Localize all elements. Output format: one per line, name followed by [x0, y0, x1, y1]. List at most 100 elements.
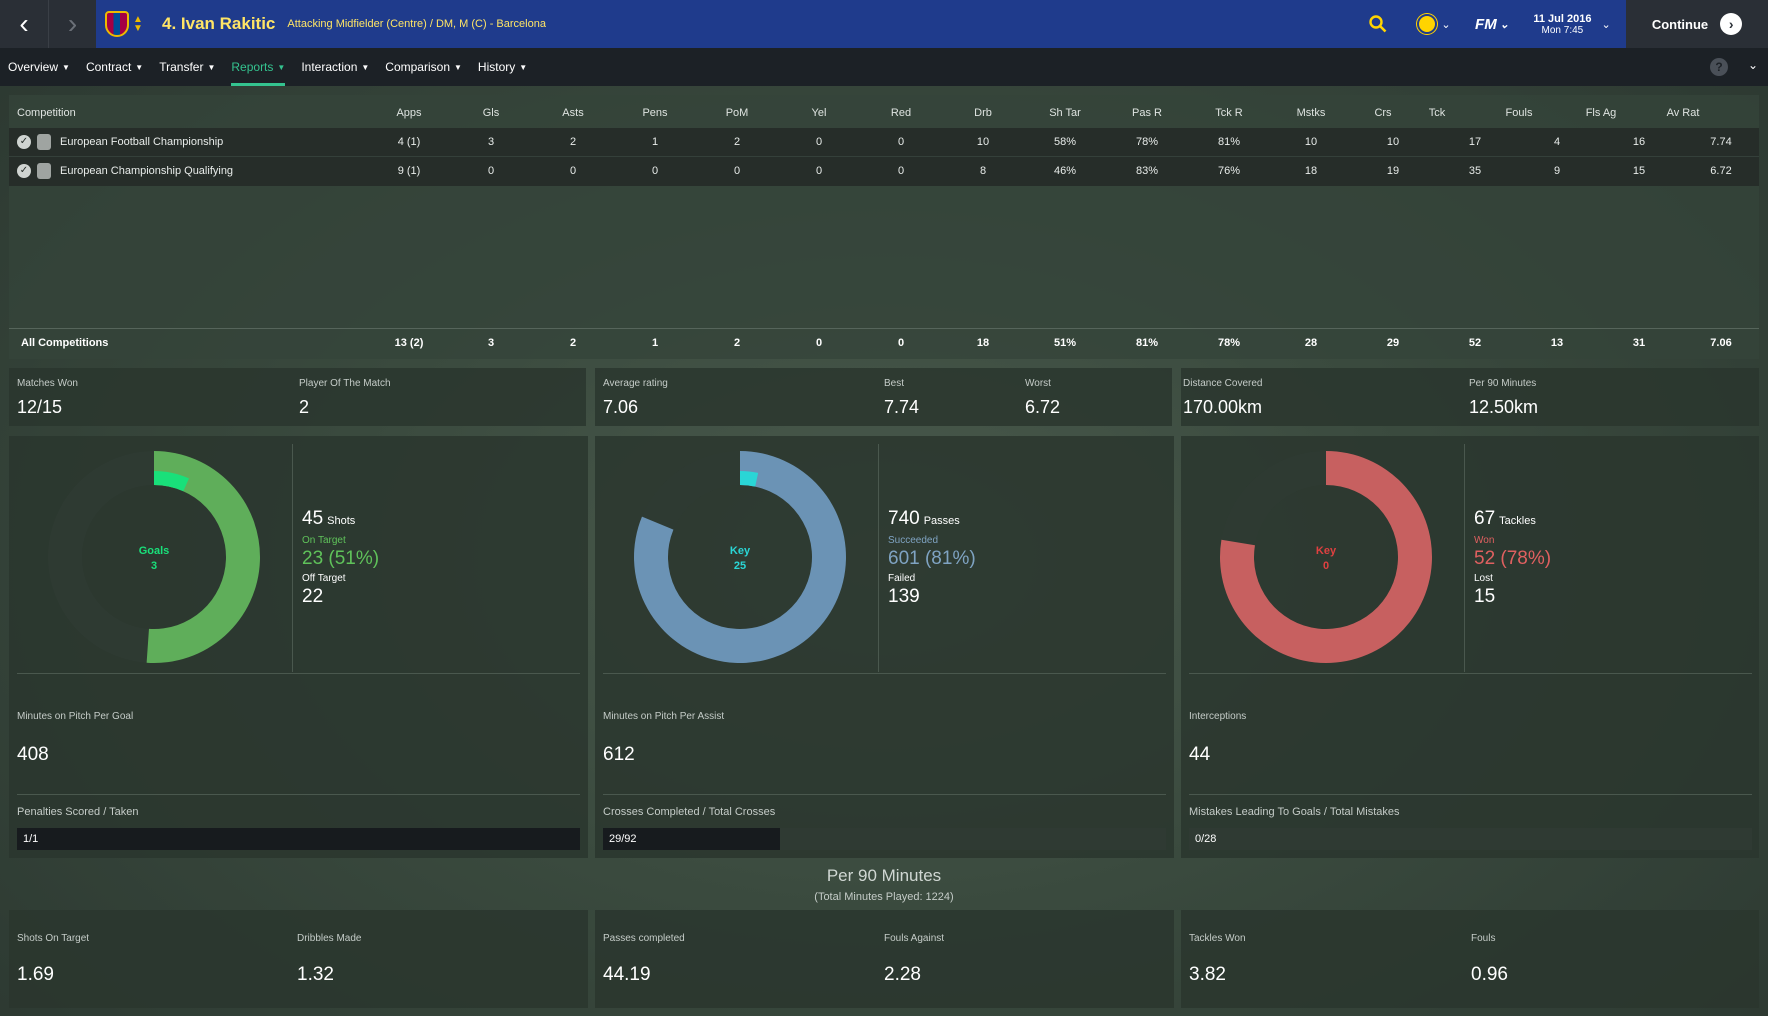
column-header[interactable]: Asts — [562, 107, 584, 119]
column-header[interactable]: Pens — [642, 107, 668, 119]
per90-title: Per 90 Minutes — [826, 866, 942, 885]
per90-passing-card: Passes completed 44.19 Fouls Against 2.2… — [595, 910, 1174, 1008]
table-cell: 7.74 — [1710, 136, 1732, 148]
minutes-per-goal-label: Minutes on Pitch Per Goal — [17, 711, 134, 722]
column-header[interactable]: Sh Tar — [1049, 107, 1081, 119]
table-cell: 29 — [1386, 337, 1400, 349]
table-cell: 0 — [815, 136, 823, 148]
panel-divider — [1189, 794, 1752, 795]
lost-label: Lost — [1474, 573, 1493, 584]
column-header[interactable]: PoM — [725, 107, 749, 119]
column-header[interactable]: Tck R — [1215, 107, 1243, 119]
top-bar: ‹ › ▲ ▼ 4. Ivan Rakitic Attacking Midfiel… — [0, 0, 1768, 48]
table-cell: 1 — [651, 136, 659, 148]
table-cell: 3 — [487, 136, 495, 148]
table-cell: 3 — [487, 337, 495, 349]
column-header[interactable]: Apps — [396, 107, 422, 119]
per90-defending-card: Tackles Won 3.82 Fouls 0.96 — [1181, 910, 1759, 1008]
table-cell: 4 (1) — [397, 136, 421, 148]
pom-label: Player Of The Match — [299, 378, 391, 389]
column-header[interactable]: Av Rat — [1666, 107, 1700, 119]
column-header[interactable]: Competition — [17, 107, 76, 119]
table-row[interactable]: ✓ European Football Championship 4 (1) 3… — [9, 128, 1759, 157]
table-cell: 10 — [976, 136, 990, 148]
shots-on-target-value: 1.69 — [17, 964, 54, 985]
football-icon — [1417, 14, 1438, 34]
chevron-down-icon: ▼ — [454, 62, 462, 72]
column-header[interactable]: Mstks — [1296, 107, 1326, 119]
table-divider — [9, 328, 1759, 329]
donut-slice-on-target — [146, 451, 260, 663]
tab-history[interactable]: History ▼ — [470, 48, 535, 86]
fm-menu-button[interactable]: FM ⌄ — [1466, 0, 1518, 48]
forward-button[interactable]: › — [48, 0, 96, 48]
table-cell: 78% — [1135, 136, 1159, 148]
donut-center-label: Goals — [139, 545, 170, 557]
donut-slice-succeeded — [634, 451, 846, 663]
sub-navigation: Overview ▼ Contract ▼ Transfer ▼ Reports ▼ I… — [0, 48, 1768, 86]
tab-label: Contract — [85, 60, 132, 74]
chevron-down-icon: ▼ — [62, 62, 70, 72]
tackles-donut-chart: Key 0 — [1220, 451, 1432, 663]
table-cell: 9 — [1553, 165, 1561, 177]
column-header[interactable]: Tck — [1428, 107, 1446, 119]
column-header[interactable]: Fls Ag — [1585, 107, 1617, 119]
table-cell: 2 — [733, 337, 741, 349]
panel-divider — [17, 794, 580, 795]
tab-comparison[interactable]: Comparison ▼ — [377, 48, 470, 86]
rating-summary: Average rating 7.06 Best 7.74 Worst 6.72 — [595, 368, 1172, 426]
column-header[interactable]: Fouls — [1505, 107, 1533, 119]
column-header[interactable]: Gls — [482, 107, 500, 119]
current-time: Mon 7:45 — [1541, 24, 1584, 36]
competition-name[interactable]: European Football Championship — [60, 136, 224, 148]
crosses-bar-value: 29/92 — [609, 833, 637, 845]
competition-name[interactable]: European Championship Qualifying — [60, 165, 234, 177]
fouls-label: Fouls — [1471, 933, 1496, 944]
penalties-bar: 1/1 — [17, 828, 580, 850]
table-cell: 15 — [1632, 165, 1646, 177]
column-header[interactable]: Red — [890, 107, 912, 119]
help-icon[interactable]: ? — [1710, 58, 1728, 76]
passes-completed-value: 44.19 — [603, 964, 651, 985]
search-button[interactable] — [1354, 0, 1402, 48]
tab-contract[interactable]: Contract ▼ — [78, 48, 151, 86]
tackles-total-label: Tackles — [1499, 515, 1536, 527]
column-header[interactable]: Pas R — [1132, 107, 1162, 119]
forward-arrow-icon: › — [67, 8, 78, 39]
chevron-down-icon[interactable]: ⌄ — [1747, 58, 1758, 72]
chevron-down-icon: ▼ — [135, 62, 144, 72]
column-header[interactable]: Yel — [811, 107, 827, 119]
table-cell: 0 — [897, 337, 905, 349]
table-cell: 19 — [1386, 165, 1400, 177]
back-button[interactable]: ‹ — [0, 0, 48, 48]
won-value: 52 (78%) — [1474, 548, 1552, 569]
fouls-against-label: Fouls Against — [884, 933, 945, 944]
column-header[interactable]: Crs — [1374, 107, 1392, 119]
passes-donut-chart: Key 25 — [634, 451, 846, 663]
continue-button[interactable]: Continue › — [1626, 0, 1768, 48]
tab-transfer[interactable]: Transfer ▼ — [151, 48, 223, 86]
table-cell: 58% — [1053, 136, 1077, 148]
crosses-bar: 29/92 — [603, 828, 1166, 850]
table-cell: 18 — [1304, 165, 1318, 177]
dribbles-made-value: 1.32 — [297, 964, 334, 985]
club-crest-selector[interactable]: ▲ ▼ — [96, 0, 152, 48]
date-display[interactable]: 11 Jul 2016 Mon 7:45 ⌄ — [1518, 0, 1626, 48]
panel-divider — [603, 673, 1166, 674]
penalties-bar-value: 1/1 — [23, 833, 39, 845]
match-menu-button[interactable]: ⌄ — [1402, 0, 1466, 48]
panel-divider — [292, 444, 293, 672]
table-row[interactable]: ✓ European Championship Qualifying 9 (1)… — [9, 157, 1759, 186]
table-cell: 10 — [1386, 136, 1400, 148]
tab-reports[interactable]: Reports ▼ — [223, 48, 293, 86]
mistakes-bar-value: 0/28 — [1195, 833, 1217, 845]
donut-center-value: 0 — [1323, 560, 1329, 572]
arrow-right-icon: › — [1720, 13, 1743, 35]
panel-divider — [1189, 673, 1752, 674]
table-cell: 0 — [651, 165, 659, 177]
distance-summary: Distance Covered 170.00km Per 90 Minutes… — [1181, 368, 1759, 426]
tab-interaction[interactable]: Interaction ▼ — [293, 48, 377, 86]
tab-overview[interactable]: Overview ▼ — [0, 48, 78, 86]
column-header[interactable]: Drb — [974, 107, 992, 119]
on-target-label: On Target — [302, 535, 346, 546]
